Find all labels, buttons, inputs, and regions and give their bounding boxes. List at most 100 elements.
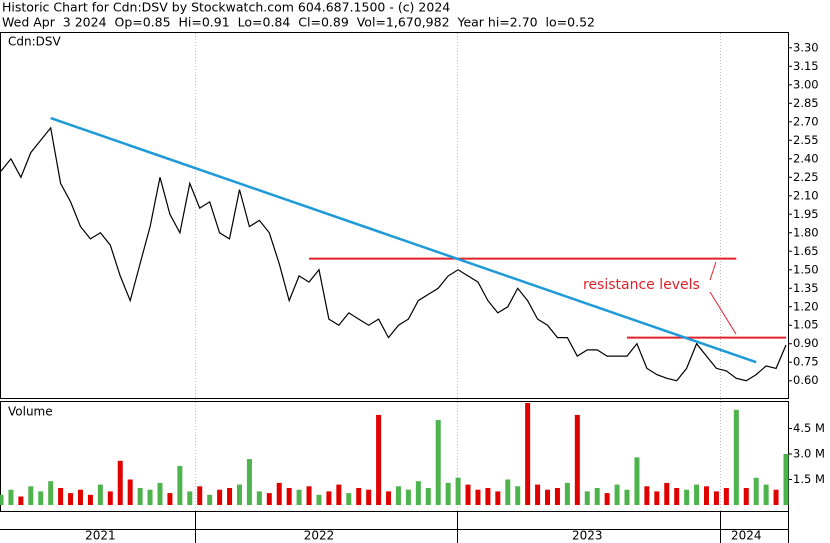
y-tick-label: 2.55 — [793, 133, 819, 147]
volume-bar — [535, 484, 541, 505]
y-tick-label: 0.75 — [793, 355, 819, 369]
volume-bar — [783, 454, 789, 505]
y-tick-label: 3.0 M — [793, 447, 825, 461]
y-tick-label: 1.65 — [793, 244, 819, 258]
x-tick-label: 2022 — [304, 529, 335, 543]
volume-bar — [296, 489, 302, 505]
volume-bar — [505, 479, 511, 505]
volume-bar — [723, 488, 729, 505]
y-tick-label: 2.85 — [793, 96, 819, 110]
volume-bar — [545, 489, 551, 505]
volume-bar — [18, 496, 24, 505]
volume-bar — [187, 491, 193, 505]
volume-bar — [743, 488, 749, 505]
volume-bar — [236, 484, 242, 505]
chart-title: Historic Chart for Cdn:DSV by Stockwatch… — [2, 0, 450, 15]
volume-bar — [68, 493, 74, 505]
y-tick-label: 2.40 — [793, 151, 819, 165]
volume-bar — [654, 491, 660, 505]
volume-bar — [48, 481, 54, 505]
volume-bar — [8, 489, 14, 505]
volume-bar — [564, 482, 570, 505]
volume-bar — [167, 493, 173, 505]
volume-bar — [495, 491, 501, 505]
volume-bar — [366, 489, 372, 505]
volume-bar — [395, 486, 401, 505]
volume-bar — [217, 489, 223, 505]
volume-bar — [733, 409, 739, 505]
annotation-arrow — [709, 291, 737, 335]
y-tick-label: 2.70 — [793, 114, 819, 128]
y-tick-label: 1.20 — [793, 299, 819, 313]
x-tick-label: 2021 — [85, 529, 116, 543]
volume-bar — [376, 414, 382, 505]
volume-bar — [306, 486, 312, 505]
volume-bar — [405, 489, 411, 505]
volume-bar — [346, 493, 352, 505]
y-tick-label: 2.10 — [793, 188, 819, 202]
annotation: resistance levels — [583, 277, 700, 293]
volume-bar — [97, 484, 103, 505]
y-tick-label: 2.25 — [793, 170, 819, 184]
volume-bar — [28, 486, 34, 505]
y-tick-label: 1.05 — [793, 318, 819, 332]
price-panel — [0, 32, 789, 399]
volume-bar — [227, 488, 233, 505]
volume-bar — [604, 493, 610, 505]
volume-bar — [0, 494, 4, 505]
y-tick-label: 3.00 — [793, 77, 819, 91]
volume-bar — [515, 486, 521, 505]
volume-bar — [644, 486, 650, 505]
x-tick-label: 2024 — [731, 529, 762, 543]
y-tick-label: 3.30 — [793, 40, 819, 54]
volume-bar — [386, 491, 392, 505]
y-tick-label: 1.5 M — [793, 472, 825, 486]
y-tick-label: 1.35 — [793, 281, 819, 295]
y-tick-label: 4.5 M — [793, 421, 825, 435]
y-tick-label: 0.90 — [793, 336, 819, 350]
volume-bar — [137, 488, 143, 505]
volume-bar — [117, 460, 123, 505]
volume-panel-label: Volume — [8, 405, 53, 419]
volume-bar — [773, 489, 779, 505]
volume-bar — [763, 484, 769, 505]
volume-bar — [634, 457, 640, 505]
y-tick-label: 1.80 — [793, 225, 819, 239]
y-tick-label: 1.50 — [793, 262, 819, 276]
volume-bar — [435, 420, 441, 505]
y-tick-label: 3.15 — [793, 59, 819, 73]
x-tick-label: 2023 — [572, 529, 603, 543]
y-tick-label: 0.60 — [793, 373, 819, 387]
volume-bar — [87, 494, 93, 505]
volume-bar — [574, 414, 580, 505]
volume-bar — [256, 491, 262, 505]
volume-bar — [286, 488, 292, 505]
volume-bar — [107, 491, 113, 505]
volume-bar — [415, 481, 421, 505]
volume-bar — [674, 488, 680, 505]
annotation-arrows — [709, 261, 737, 335]
volume-bar — [465, 484, 471, 505]
volume-bar — [246, 459, 252, 505]
year-separators — [195, 512, 721, 543]
volume-bar — [475, 489, 481, 505]
volume-bar — [445, 482, 451, 505]
volume-bar — [77, 489, 83, 505]
y-tick-label: 1.95 — [793, 207, 819, 221]
volume-bar — [594, 488, 600, 505]
volume-bar — [276, 482, 282, 505]
price-line — [0, 126, 787, 382]
volume-bar — [554, 488, 560, 505]
volume-bar — [694, 484, 700, 505]
volume-bar — [614, 484, 620, 505]
volume-bar — [336, 484, 342, 505]
volume-bar — [157, 482, 163, 505]
volume-bar — [177, 465, 183, 505]
trend-line — [50, 116, 757, 364]
volume-bar — [38, 491, 44, 505]
volume-bar — [455, 477, 461, 505]
volume-bar — [356, 488, 362, 505]
volume-bar — [266, 493, 272, 505]
